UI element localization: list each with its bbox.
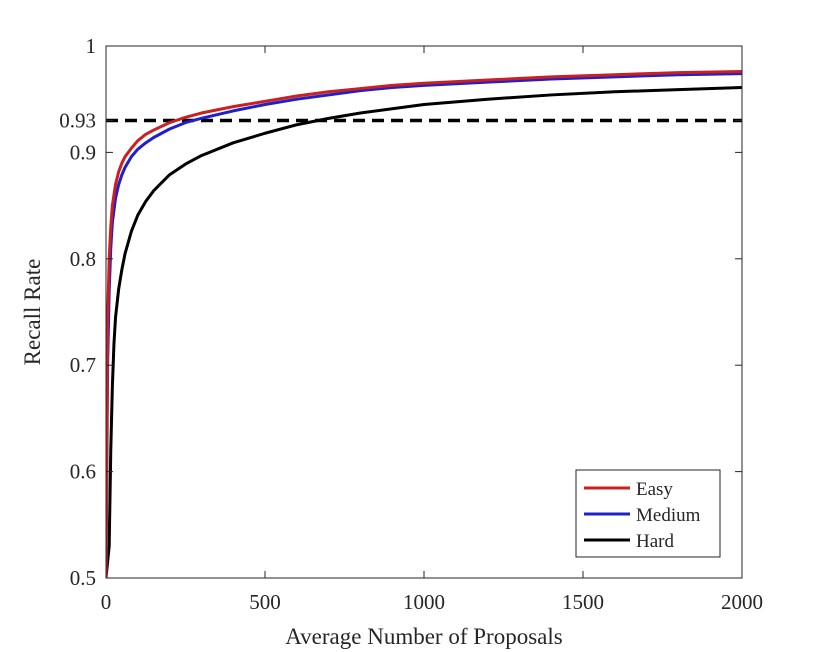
legend-item-medium: Medium (584, 505, 701, 526)
y-tick-label: 0.6 (70, 460, 96, 484)
y-axis-label: Recall Rate (20, 259, 45, 366)
legend-item-hard: Hard (584, 531, 674, 552)
ticks: 0 500 1000 1500 2000 0.5 0.6 0.7 0.8 0.9 0.93 1 (59, 34, 763, 614)
legend-label-medium: Medium (636, 505, 701, 526)
plot-area (106, 70, 742, 578)
y-tick-label: 0.9 (70, 140, 96, 164)
legend-label-hard: Hard (636, 531, 674, 552)
y-tick-label: 0.93 (59, 108, 96, 132)
y-tick-label: 0.7 (70, 353, 96, 377)
x-tick-label: 1500 (562, 590, 604, 614)
series-line-medium (106, 72, 742, 578)
x-tick-label: 0 (101, 590, 112, 614)
legend-item-easy: Easy (584, 479, 673, 500)
legend-label-easy: Easy (636, 479, 673, 500)
x-axis-label: Average Number of Proposals (285, 624, 562, 649)
x-tick-label: 500 (249, 590, 281, 614)
y-tick-label: 1 (86, 34, 97, 58)
series-line-hard (106, 86, 742, 578)
x-tick-label: 2000 (721, 590, 763, 614)
series-line-easy (106, 70, 742, 578)
legend: Easy Medium Hard (575, 469, 721, 558)
y-tick-label: 0.5 (70, 566, 96, 590)
x-tick-label: 1000 (403, 590, 445, 614)
y-tick-label: 0.8 (70, 247, 96, 271)
